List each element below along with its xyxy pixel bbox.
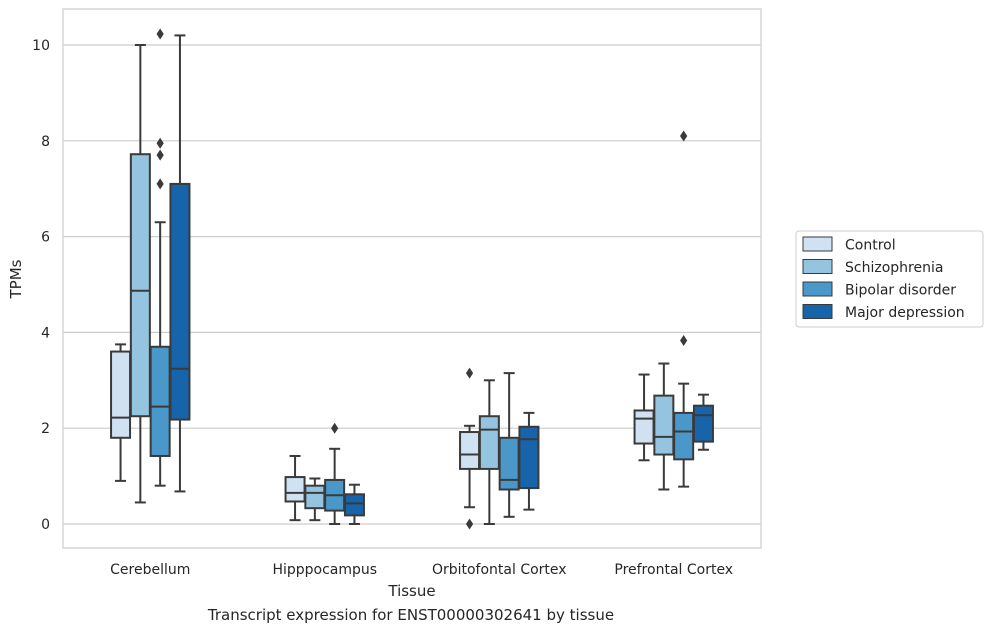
boxes [110, 28, 714, 530]
box-control [459, 367, 481, 530]
box-body [169, 182, 191, 421]
box-schizophrenia [653, 362, 675, 491]
box-schizophrenia [304, 477, 326, 522]
box-body [149, 345, 171, 457]
legend-swatch [802, 304, 833, 319]
figure-caption: Transcript expression for ENST0000030264… [207, 606, 615, 624]
box-control [284, 454, 306, 522]
box-major-depression [692, 393, 714, 451]
box-body [633, 409, 655, 445]
box-major-depression [343, 483, 365, 525]
box-control [633, 373, 655, 462]
box-schizophrenia [129, 44, 151, 504]
outlier-marker [156, 137, 164, 149]
box-body [459, 431, 481, 470]
x-tick-label: Prefrontal Cortex [614, 562, 733, 578]
y-tick-labels: 0 2 4 6 8 10 [32, 38, 50, 533]
y-tick-label: 6 [41, 230, 50, 246]
x-tick-label: Cerebellum [110, 562, 190, 578]
y-tick-label: 10 [32, 38, 50, 54]
box-body [478, 415, 500, 470]
legend-swatch [802, 236, 833, 252]
outlier-marker [680, 130, 688, 142]
outlier-marker [156, 149, 164, 161]
x-tick-label: Orbitofontal Cortex [432, 562, 567, 578]
y-axis-label: TPMs [7, 259, 25, 299]
box-bipolar-disorder [673, 130, 695, 488]
outlier-marker [465, 367, 474, 379]
box-body [304, 484, 326, 510]
box-body [110, 350, 132, 439]
box-body [653, 394, 675, 456]
box-major-depression [169, 34, 191, 493]
box-body [129, 153, 151, 418]
y-tick-label: 2 [41, 421, 50, 437]
y-tick-label: 0 [41, 517, 50, 533]
box-bipolar-disorder [498, 372, 520, 518]
legend-swatch [802, 281, 833, 297]
legend-label: Bipolar disorder [845, 283, 956, 299]
x-tick-labels: Cerebellum Hipppocampus Orbitofontal Corte… [110, 562, 733, 578]
y-tick-label: 8 [41, 134, 50, 150]
box-body [518, 425, 540, 490]
x-tick-label: Hipppocampus [272, 562, 377, 578]
box-schizophrenia [478, 379, 500, 525]
box-body [673, 411, 695, 461]
outlier-marker [680, 335, 688, 347]
box-control [110, 343, 132, 482]
legend-label: Schizophrenia [845, 260, 943, 276]
legend-swatch [802, 259, 833, 274]
box-body [343, 493, 365, 517]
outlier-marker [465, 518, 474, 530]
outlier-marker [331, 422, 339, 434]
box-major-depression [518, 411, 540, 511]
box-body [284, 476, 306, 503]
box-body [498, 436, 520, 491]
legend-label: Major depression [845, 305, 965, 321]
legend-frame [795, 230, 984, 328]
outlier-marker [156, 178, 164, 190]
box-body [692, 404, 714, 443]
box-bipolar-disorder [324, 422, 346, 525]
outlier-marker [156, 28, 164, 40]
legend: Control Schizophrenia Bipolar disorder Majo… [795, 230, 984, 328]
legend-label: Control [845, 238, 896, 254]
plot-frame [62, 8, 762, 549]
x-axis-label: Tissue [387, 582, 435, 600]
y-tick-label: 4 [41, 325, 50, 341]
box-bipolar-disorder [149, 28, 171, 487]
